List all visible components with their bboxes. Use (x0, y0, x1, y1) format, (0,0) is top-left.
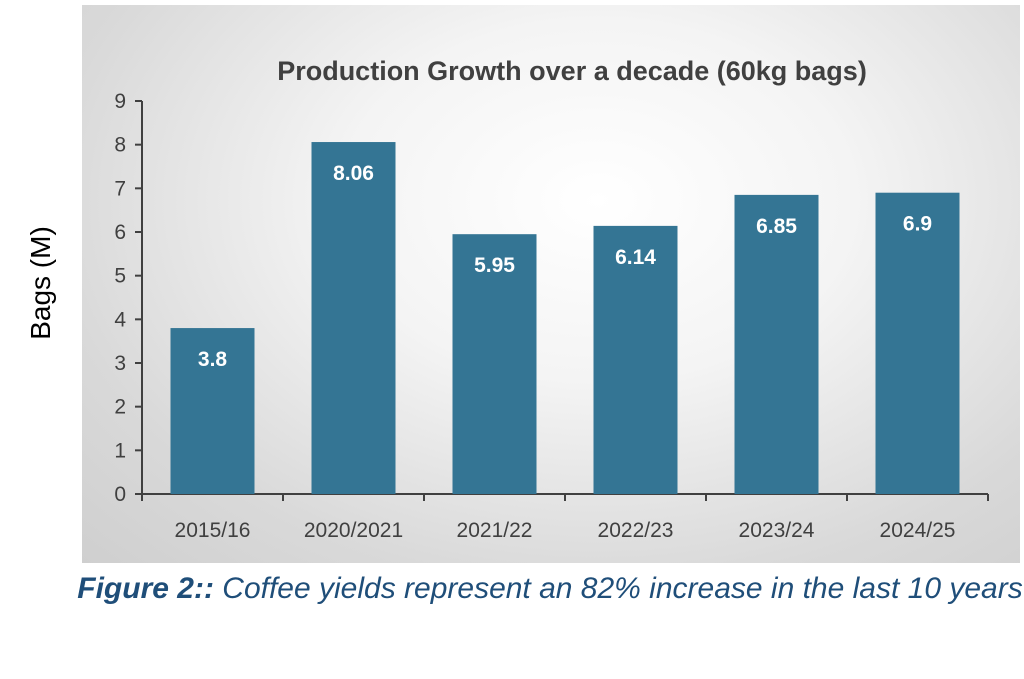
y-tick-label: 8 (114, 134, 126, 157)
x-tick-label: 2021/22 (457, 519, 533, 542)
y-tick-label: 3 (114, 352, 126, 375)
y-tick-label: 4 (114, 308, 126, 331)
caption-text: Coffee yields represent an 82% increase … (213, 572, 1023, 605)
chart-title: Production Growth over a decade (60kg ba… (277, 56, 867, 86)
x-tick-label: 2015/16 (175, 519, 251, 542)
y-tick-label: 7 (114, 177, 126, 200)
x-tick-label: 2024/25 (880, 519, 956, 542)
y-tick-label: 2 (114, 396, 126, 419)
y-tick-label: 6 (114, 221, 126, 244)
bar (170, 328, 255, 494)
x-tick-label: 2023/24 (739, 519, 815, 542)
caption-prefix: Figure 2:: (77, 572, 214, 605)
axes: 0 1 2 3 4 5 6 7 8 9 2015/16 2020/2021 2021/22 2022/23… (114, 90, 989, 542)
data-label: 6.9 (903, 213, 932, 236)
bars-group: 3.8 8.06 5.95 6.14 6.85 6.9 (170, 142, 960, 495)
y-tick-label: 5 (114, 265, 126, 288)
bar (734, 194, 819, 494)
bar (452, 234, 537, 494)
y-tick-label: 1 (114, 439, 126, 462)
data-label: 8.06 (333, 162, 374, 185)
figure-caption: Figure 2:: Coffee yields represent an 82… (60, 568, 1024, 610)
y-tick-label: 0 (114, 483, 126, 506)
bar (875, 192, 960, 494)
data-label: 5.95 (474, 254, 515, 277)
x-tick-label: 2022/23 (598, 519, 674, 542)
data-label: 6.85 (756, 215, 797, 238)
y-tick-label: 9 (114, 90, 126, 113)
x-tick-label: 2020/2021 (304, 519, 403, 542)
bar (593, 225, 678, 495)
data-label: 3.8 (198, 348, 228, 371)
bar (311, 142, 396, 494)
data-label: 6.14 (615, 246, 656, 269)
